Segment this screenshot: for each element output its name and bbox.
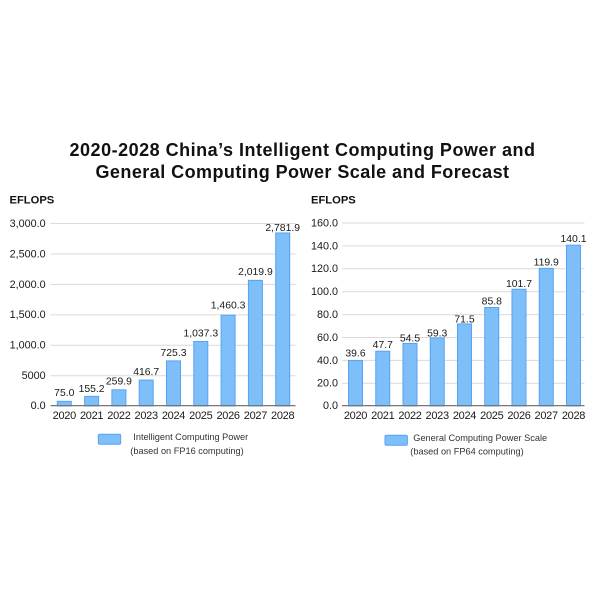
svg-text:2021: 2021 [80, 410, 103, 422]
svg-text:80.0: 80.0 [317, 309, 338, 321]
svg-text:1,460.3: 1,460.3 [211, 301, 246, 312]
svg-text:85.8: 85.8 [482, 297, 502, 308]
svg-text:2023: 2023 [135, 410, 158, 422]
svg-text:54.5: 54.5 [400, 333, 420, 344]
svg-text:2025: 2025 [189, 410, 212, 422]
svg-text:60.0: 60.0 [317, 332, 338, 344]
svg-text:1,037.3: 1,037.3 [183, 329, 218, 340]
svg-text:3,000.0: 3,000.0 [10, 218, 46, 230]
svg-text:General Computing Power Scale: General Computing Power Scale and Foreca… [95, 162, 509, 182]
svg-text:140.0: 140.0 [311, 240, 338, 252]
svg-text:2,000.0: 2,000.0 [10, 279, 46, 291]
svg-text:2022: 2022 [107, 410, 130, 422]
svg-text:120.0: 120.0 [311, 263, 338, 275]
svg-text:2023: 2023 [426, 410, 449, 422]
svg-text:2020: 2020 [344, 410, 367, 422]
svg-text:2,019.9: 2,019.9 [238, 267, 273, 278]
svg-text:2025: 2025 [480, 410, 503, 422]
svg-text:75.0: 75.0 [54, 388, 74, 399]
svg-text:EFLOPS: EFLOPS [10, 195, 55, 207]
svg-text:2,781.9: 2,781.9 [265, 223, 300, 234]
svg-text:59.3: 59.3 [427, 329, 447, 340]
svg-text:2024: 2024 [453, 410, 476, 422]
svg-text:(based on FP64 computing): (based on FP64 computing) [410, 447, 523, 457]
svg-text:2028: 2028 [562, 410, 585, 422]
svg-text:General Computing Power Scale: General Computing Power Scale [413, 433, 547, 443]
svg-text:EFLOPS: EFLOPS [311, 195, 356, 207]
svg-text:2027: 2027 [244, 410, 267, 422]
svg-text:100.0: 100.0 [311, 286, 338, 298]
svg-text:2028: 2028 [271, 410, 294, 422]
svg-text:259.9: 259.9 [106, 376, 132, 387]
svg-text:725.3: 725.3 [160, 348, 186, 359]
svg-text:2020-2028 China’s Intelligent: 2020-2028 China’s Intelligent Computing … [70, 140, 536, 160]
svg-text:1,000.0: 1,000.0 [10, 340, 46, 352]
svg-text:5000: 5000 [22, 370, 46, 382]
svg-text:119.9: 119.9 [534, 257, 559, 268]
svg-text:2,500.0: 2,500.0 [10, 248, 46, 260]
svg-text:1,500.0: 1,500.0 [10, 309, 46, 321]
svg-text:71.5: 71.5 [454, 314, 474, 325]
svg-text:0.0: 0.0 [323, 400, 338, 412]
svg-text:101.7: 101.7 [506, 279, 532, 290]
svg-text:2026: 2026 [507, 410, 530, 422]
svg-text:160.0: 160.0 [311, 217, 338, 229]
svg-text:140.1: 140.1 [560, 234, 586, 245]
svg-text:20.0: 20.0 [317, 378, 338, 390]
svg-text:2027: 2027 [535, 410, 558, 422]
svg-text:39.6: 39.6 [345, 348, 365, 359]
svg-text:2020: 2020 [53, 410, 76, 422]
svg-text:Intelligent Computing Power: Intelligent Computing Power [133, 432, 248, 442]
svg-text:416.7: 416.7 [133, 367, 159, 378]
svg-text:40.0: 40.0 [317, 355, 338, 367]
svg-text:2026: 2026 [216, 410, 239, 422]
svg-text:(based on FP16 computing): (based on FP16 computing) [130, 446, 243, 456]
svg-text:155.2: 155.2 [79, 384, 105, 395]
svg-text:2022: 2022 [398, 410, 421, 422]
svg-text:0.0: 0.0 [31, 400, 46, 412]
svg-text:47.7: 47.7 [373, 340, 393, 351]
svg-text:2021: 2021 [371, 410, 394, 422]
svg-text:2024: 2024 [162, 410, 185, 422]
